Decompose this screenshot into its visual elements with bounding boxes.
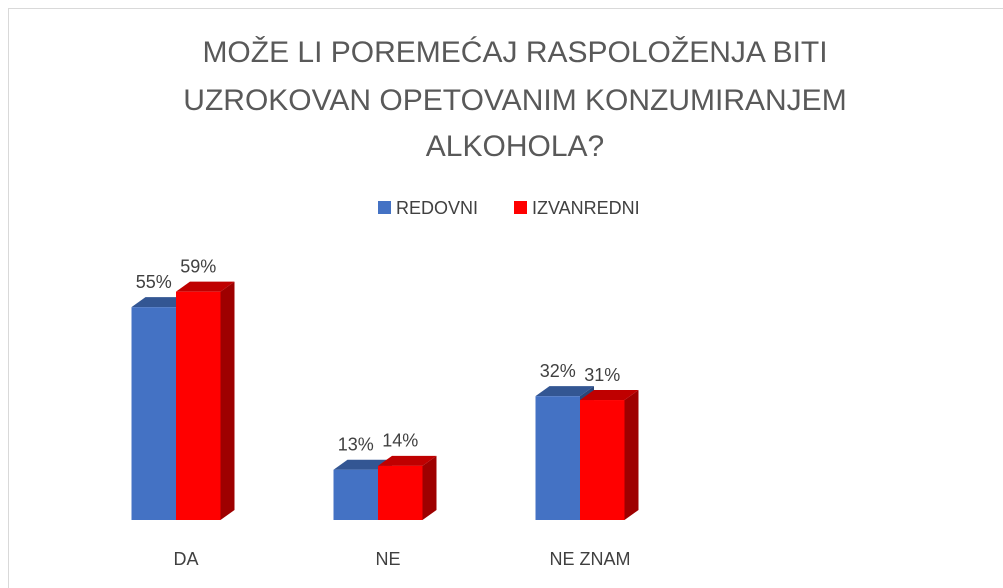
legend-swatch [514,201,527,214]
bar-side [220,281,235,520]
bar-side [422,455,437,520]
bar [378,465,423,520]
legend-swatch [378,201,391,214]
legend-label: IZVANREDNI [532,198,640,218]
bar-top [580,390,639,401]
data-label: 13% [338,434,374,454]
x-tick-label: NE [375,549,400,569]
legend-label: REDOVNI [396,198,478,218]
bar-top [131,297,190,308]
chart-title: ALKOHOLA? [426,130,604,163]
data-label: 14% [382,431,418,451]
data-label: 59% [180,256,216,276]
data-label: 31% [584,365,620,385]
x-tick-label: NE ZNAM [550,549,631,569]
bar [131,307,176,520]
data-label: 32% [540,361,576,381]
chart-title: MOŽE LI POREMEĆAJ RASPOLOŽENJA BITI [202,36,827,69]
bar-side [624,390,639,520]
bar [580,400,625,520]
chart-title: UZROKOVAN OPETOVANIM KONZUMIRANJEM [183,84,846,117]
bar-top [378,455,437,466]
bar [535,396,580,520]
bar [333,469,378,520]
data-label: 55% [136,272,172,292]
bar-top [176,281,235,292]
bar-top [535,386,594,397]
x-tick-label: DA [173,549,198,569]
bar-top [333,459,392,470]
bar [176,291,221,520]
